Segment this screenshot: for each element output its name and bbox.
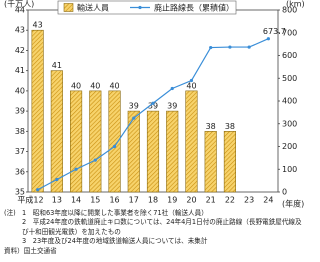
notes: (注) 1 昭和63年度以降に開業した事業者を除く71社（輸送人員） 2 平成24年… — [4, 209, 306, 256]
x-tick-label: 13 — [52, 196, 62, 205]
x-axis-label: (年度) — [282, 199, 304, 209]
note-text: 1 昭和63年度以降に開業した事業者を除く71社（輸送人員） — [22, 209, 208, 217]
note-row: 3 23年度及び24年度の地域鉄道輸送人員については、未集計 — [4, 237, 306, 246]
note-label: (注) — [4, 209, 16, 217]
y-axis-label: (千万人) — [4, 0, 34, 9]
y-tick-label: 44 — [15, 6, 25, 15]
y-tick-label: 38 — [15, 127, 25, 136]
x-tick-label: 19 — [167, 196, 177, 205]
source: 資料）国土交通省 — [4, 246, 57, 255]
note-text: 2 平成24年度の鉄軌道廃止キロ数については、24年4月1日付の廃止路線（長野電… — [22, 218, 302, 236]
bar-label: 40 — [90, 81, 100, 90]
bar-label: 43 — [33, 21, 43, 30]
bar-label: 38 — [206, 122, 216, 131]
bar — [204, 131, 217, 193]
x-tick-label: 21 — [206, 196, 216, 205]
y2-axis-label: (km) — [286, 0, 305, 9]
line-marker — [36, 188, 40, 192]
bar — [31, 29, 44, 193]
chart: (千万人) (km) (年度) 35 36 37 38 39 40 41 42 43 44 0 100… — [4, 0, 305, 209]
x-tick-label: 24 — [263, 196, 273, 205]
bar — [108, 90, 121, 193]
note-text: 3 23年度及び24年度の地域鉄道輸送人員については、未集計 — [22, 237, 208, 246]
line-marker — [112, 144, 117, 149]
bar — [166, 110, 179, 193]
y-tick-label: 42 — [15, 46, 25, 55]
y2-tick-label: 200 — [282, 142, 297, 151]
x-tick-label: 22 — [225, 196, 235, 205]
line-marker — [228, 45, 232, 49]
bar — [70, 90, 83, 193]
bar-label: 40 — [109, 81, 119, 90]
y2-tick-label: 800 — [282, 6, 297, 15]
y-tick-label: 37 — [15, 147, 25, 156]
line-marker — [55, 177, 59, 182]
y2-tick-label: 400 — [282, 97, 297, 106]
y-tick-label: 35 — [15, 188, 25, 197]
bar-label: 39 — [167, 102, 177, 111]
page: {"chart_data": {"type": "bar", "y_label"… — [4, 0, 306, 256]
line-marker — [151, 101, 155, 105]
note-label — [4, 237, 22, 246]
y2-tick-label: 500 — [282, 74, 297, 83]
y-tick-label: 39 — [15, 107, 25, 116]
x-tick-label: 23 — [244, 196, 254, 205]
bar-label: 40 — [186, 81, 196, 90]
line-marker — [247, 45, 251, 49]
x-tick-label: 18 — [148, 196, 158, 205]
line-marker — [209, 45, 213, 50]
legend-marker — [138, 5, 142, 10]
legend-label: 輸送人員 — [77, 3, 109, 13]
bar-label: 38 — [225, 122, 235, 131]
line-marker — [132, 116, 136, 120]
y2-tick-label: 700 — [282, 28, 297, 37]
y2-tick-label: 600 — [282, 51, 297, 60]
line-end-label: 673.7 — [263, 27, 286, 36]
bar — [146, 110, 160, 193]
bar — [127, 110, 140, 193]
note-row: (注) 1 昭和63年度以降に開業した事業者を除く71社（輸送人員） — [4, 209, 306, 218]
bar-label: 41 — [52, 61, 62, 70]
line-marker — [74, 167, 78, 171]
x-tick-label: 16 — [109, 196, 119, 205]
bar — [223, 131, 236, 193]
x-tick-label: 14 — [71, 196, 81, 205]
y-tick-label: 43 — [15, 26, 25, 35]
bar-label: 40 — [71, 81, 81, 90]
line-marker — [266, 37, 270, 41]
line-marker — [93, 158, 97, 162]
line-marker — [170, 86, 174, 91]
bar — [50, 70, 63, 193]
y2-tick-label: 300 — [282, 119, 297, 128]
y-tick-label: 41 — [15, 66, 25, 75]
line-marker — [189, 78, 194, 83]
x-tick-label: 17 — [129, 196, 139, 205]
y2-tick-label: 0 — [282, 188, 287, 197]
x-tick-label: 15 — [90, 196, 100, 205]
x-tick-label: 平成12 — [17, 195, 43, 205]
bar-label: 39 — [129, 102, 139, 111]
y2-tick-label: 100 — [282, 165, 297, 174]
legend-swatch — [63, 3, 74, 12]
bar — [89, 90, 102, 193]
bar — [185, 90, 198, 193]
legend-label: 廃止路線長（累積値） — [154, 3, 234, 13]
y-tick-label: 36 — [15, 167, 25, 176]
x-tick-label: 20 — [186, 196, 196, 205]
y-tick-label: 40 — [15, 86, 25, 95]
bar-label: 39 — [148, 102, 158, 111]
note-row: 2 平成24年度の鉄軌道廃止キロ数については、24年4月1日付の廃止路線（長野電… — [4, 218, 306, 237]
note-label — [4, 218, 22, 237]
